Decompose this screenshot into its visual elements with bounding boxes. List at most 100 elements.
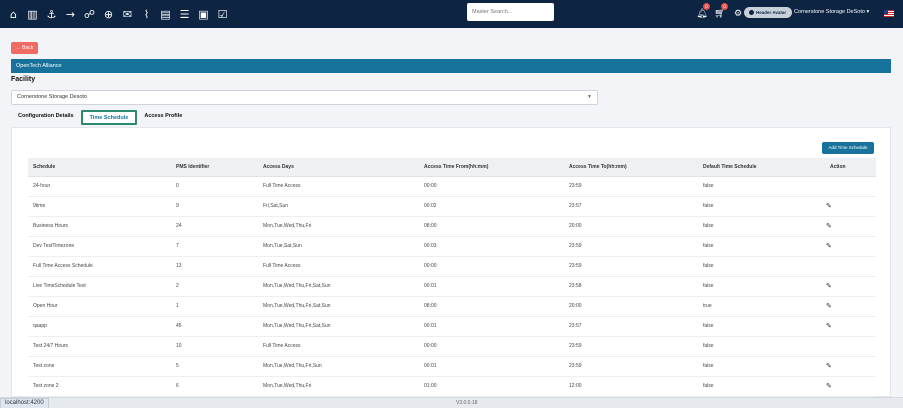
cell-access-days: Mon,Tue,Wed,Thu,Fri,Sat,Sun [263,283,331,289]
cell-access-time-from: 00:01 [424,363,437,369]
tab-configuration-details[interactable]: Configuration Details [18,113,74,119]
edit-icon[interactable]: ✎ [826,302,832,310]
nav-icon-group: ⌂ ▥ ⚓ → ☍ ⊕ ✉ ⌇ ▤ ☰ ▣ ☑ [0,0,232,28]
facility-select[interactable]: Cornerstone Storage Desoto ▼ [11,90,598,105]
cell-access-time-to: 12:00 [569,383,582,389]
table-row: Test zone 5 Mon,Tue,Wed,Thu,Fri,Sun 00:01 23… [28,357,876,377]
cell-access-days: Mon,Tue,Wed,Thu,Fri [263,223,312,229]
table-row: Live TimeSchedule Test 2 Mon,Tue,Wed,Thu,F… [28,277,876,297]
cell-schedule: 24-hour [33,183,51,189]
edit-icon[interactable]: ✎ [826,202,832,210]
column-header-access-time-to[interactable]: Access Time To(hh:mm) [569,164,627,170]
cell-schedule: Open Hour [33,303,58,309]
header-actions: 🔔︎ 0 🛒︎ 0 ⚙ [693,0,747,28]
us-flag-icon[interactable] [884,10,894,17]
cell-access-time-from: 01:00 [424,383,437,389]
table-row: 9time 9 Fri,Sat,Sun 00:02 23:57 false ✎ [28,197,876,217]
cell-access-days: Full Time Access [263,263,301,269]
anchor-icon[interactable]: ⚓ [46,7,57,21]
document-icon[interactable]: ▤ [160,7,171,21]
map-icon[interactable]: ▥ [27,7,38,21]
cell-access-days: Full Time Access [263,343,301,349]
column-header-access-days[interactable]: Access Days [263,164,294,170]
tab-access-profile[interactable]: Access Profile [144,113,183,119]
cell-access-days: Mon,Tue,Sat,Sun [263,243,302,249]
cell-access-time-to: 23:57 [569,323,582,329]
bell-icon[interactable]: 🔔︎ 0 [693,3,711,19]
cell-access-time-from: 00:01 [424,323,437,329]
column-header-schedule[interactable]: Schedule [33,164,56,170]
users-icon[interactable]: ☍ [83,7,96,21]
cell-default-time-schedule: false [703,263,714,269]
chevron-down-icon: ▼ [587,94,592,100]
cell-access-time-from: 00:00 [424,183,437,189]
list-icon[interactable]: ☰ [179,7,190,21]
cell-access-days: Mon,Tue,Wed,Thu,Fri [263,383,312,389]
cell-access-time-to: 23:59 [569,243,582,249]
cell-pms-identifier: 5 [176,363,179,369]
table-row: Test zone 2 6 Mon,Tue,Wed,Thu,Fri 01:00 12:0… [28,377,876,397]
column-header-access-time-from[interactable]: Access Time From(hh:mm) [424,164,489,170]
table-body: 24-hour 0 Full Time Access 00:00 23:59 false 9… [28,177,876,397]
mail-icon[interactable]: ✉ [122,7,133,21]
arrow-left-icon: ← [15,45,21,51]
edit-icon[interactable]: ✎ [826,382,832,390]
table-row: qaapp 45 Mon,Tue,Wed,Thu,Fri,Sat,Sun 00:01 2… [28,317,876,337]
cell-schedule: Test zone [33,363,55,369]
cell-default-time-schedule: true [703,303,712,309]
compass-icon[interactable]: ⊕ [103,7,114,21]
master-search-input[interactable] [467,3,554,21]
cart-icon[interactable]: 🛒︎ 0 [711,3,729,19]
cell-access-time-from: 08:00 [424,223,437,229]
cell-access-days: Mon,Tue,Wed,Thu,Fri,Sat,Sun [263,303,331,309]
newspaper-icon[interactable]: ▣ [198,7,209,21]
cell-default-time-schedule: false [703,243,714,249]
cell-schedule: Dev TestTimezone [33,243,75,249]
cell-access-days: Full Time Access [263,183,301,189]
cell-pms-identifier: 6 [176,383,179,389]
cell-schedule: Business Hours [33,223,69,229]
cell-access-time-from: 00:02 [424,203,437,209]
edit-icon[interactable]: ✎ [826,362,832,370]
column-header-pms-identifier[interactable]: PMS Identifier [176,164,210,170]
avatar-image [749,10,754,16]
gear-icon[interactable]: ⚙ [733,9,743,19]
edit-icon[interactable]: ✎ [826,242,832,250]
cell-pms-identifier: 13 [176,263,182,269]
chart-icon[interactable]: ⌇ [143,7,150,21]
add-time-schedule-button[interactable]: Add Time Schedule [822,142,874,154]
cell-default-time-schedule: false [703,363,714,369]
cell-pms-identifier: 9 [176,203,179,209]
cell-default-time-schedule: false [703,223,714,229]
column-header-action: Action [830,164,846,170]
home-icon[interactable]: ⌂ [10,7,17,21]
user-name: Cornerstone Storage DeSoto [794,9,865,15]
cell-access-days: Mon,Tue,Wed,Thu,Fri,Sat,Sun [263,323,331,329]
cart-badge: 0 [721,3,728,10]
calendar-check-icon[interactable]: ☑ [217,7,228,21]
cell-default-time-schedule: false [703,183,714,189]
cell-pms-identifier: 7 [176,243,179,249]
cell-schedule: Test 24/7 Hours [33,343,69,349]
avatar[interactable]: Header Avatar [744,7,792,18]
back-button[interactable]: ← Back [11,42,38,54]
cell-access-time-from: 00:00 [424,263,437,269]
cell-access-time-to: 20:00 [569,303,582,309]
cell-default-time-schedule: false [703,203,714,209]
cell-access-time-to: 20:00 [569,223,582,229]
cell-default-time-schedule: false [703,283,714,289]
user-menu[interactable]: Cornerstone Storage DeSoto ▾ [794,9,869,15]
arrow-right-icon[interactable]: → [65,7,76,21]
cell-access-time-to: 23:58 [569,283,582,289]
table-row: Business Hours 24 Mon,Tue,Wed,Thu,Fri 08:00… [28,217,876,237]
cell-access-time-to: 23:57 [569,203,582,209]
cell-schedule: qaapp [33,323,47,329]
chevron-down-icon: ▾ [866,9,870,15]
edit-icon[interactable]: ✎ [826,282,832,290]
table-row: Test 24/7 Hours 10 Full Time Access 00:00 23… [28,337,876,357]
table-row: Open Hour 1 Mon,Tue,Wed,Thu,Fri,Sat,Sun 08:… [28,297,876,317]
column-header-default[interactable]: Default Time Schedule [703,164,757,170]
edit-icon[interactable]: ✎ [826,322,832,330]
tab-time-schedule[interactable]: Time Schedule [80,110,138,125]
edit-icon[interactable]: ✎ [826,222,832,230]
